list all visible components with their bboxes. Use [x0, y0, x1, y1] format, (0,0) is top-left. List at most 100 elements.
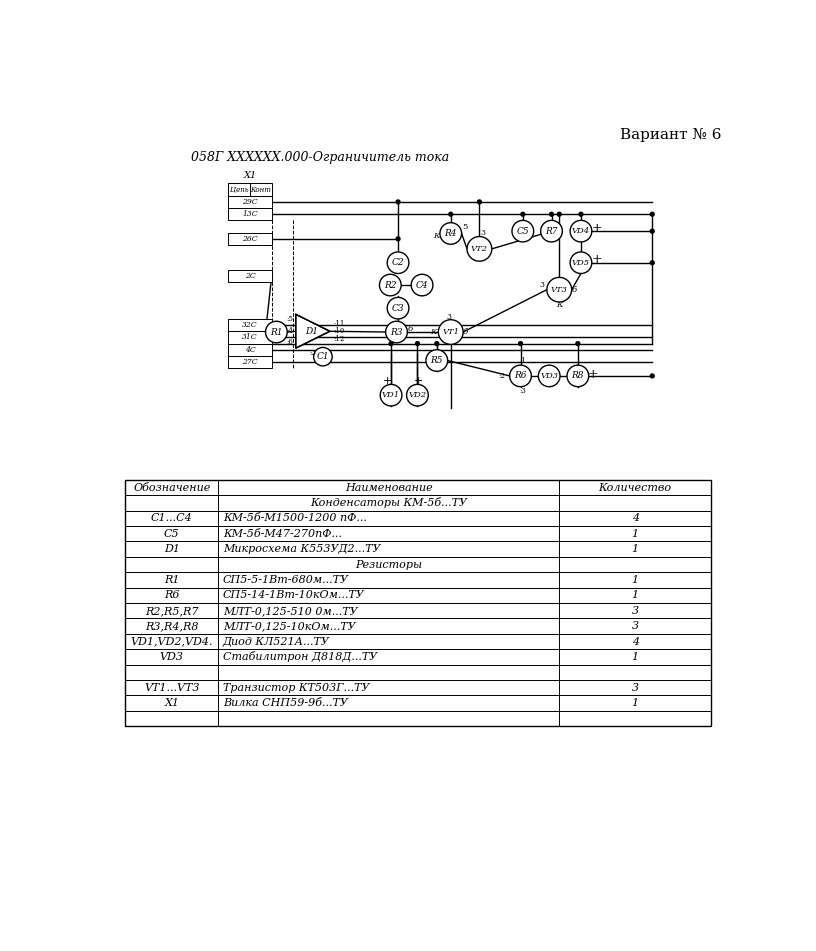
- Bar: [228, 184, 250, 196]
- Bar: [228, 270, 272, 282]
- Text: :2: :2: [499, 372, 505, 379]
- Text: Количество: Количество: [599, 482, 672, 493]
- Text: VD5: VD5: [572, 259, 590, 266]
- Text: С1: С1: [317, 352, 329, 361]
- Bar: [125, 588, 712, 603]
- Circle shape: [449, 212, 453, 216]
- Text: VD3: VD3: [540, 372, 558, 379]
- Text: С4: С4: [416, 281, 428, 289]
- Circle shape: [415, 341, 419, 345]
- Bar: [228, 196, 272, 208]
- Circle shape: [396, 200, 400, 204]
- Text: :4: :4: [286, 327, 293, 336]
- Text: :3: :3: [309, 349, 316, 357]
- Text: Стабилитрон Д818Д...ТУ: Стабилитрон Д818Д...ТУ: [223, 651, 377, 663]
- Text: 3: 3: [632, 683, 639, 692]
- Text: R7: R7: [545, 226, 558, 236]
- Text: +: +: [384, 376, 392, 385]
- Text: С1...С4: С1...С4: [151, 514, 193, 523]
- Text: б: б: [571, 285, 577, 294]
- Bar: [125, 480, 712, 495]
- Circle shape: [389, 341, 393, 345]
- Circle shape: [541, 221, 562, 242]
- Circle shape: [650, 229, 654, 233]
- Bar: [125, 526, 712, 541]
- Bar: [125, 573, 712, 588]
- Text: R2,R5,R7: R2,R5,R7: [145, 606, 198, 615]
- Text: МЛТ-0,125-510 0м...ТУ: МЛТ-0,125-510 0м...ТУ: [223, 606, 357, 615]
- Text: 4: 4: [632, 636, 639, 647]
- Text: R2: R2: [384, 281, 397, 289]
- Circle shape: [570, 221, 592, 242]
- Text: D1: D1: [304, 327, 317, 336]
- Circle shape: [557, 212, 561, 216]
- Circle shape: [547, 278, 572, 302]
- Text: б: б: [463, 328, 468, 336]
- Circle shape: [265, 321, 287, 342]
- Circle shape: [411, 274, 433, 296]
- Text: VT1...VT3: VT1...VT3: [144, 683, 199, 692]
- Text: КМ-5б-М1500-1200 пФ...: КМ-5б-М1500-1200 пФ...: [223, 514, 366, 523]
- Text: R3: R3: [390, 327, 403, 337]
- Text: 1: 1: [632, 591, 639, 600]
- Text: VD1: VD1: [382, 391, 400, 399]
- Text: Вилка СНП59-9б...ТУ: Вилка СНП59-9б...ТУ: [223, 698, 348, 708]
- Text: VT2: VT2: [471, 244, 488, 253]
- Text: R4: R4: [445, 229, 457, 238]
- Text: 1: 1: [632, 698, 639, 708]
- Text: СП5-14-1Вт-10кОм...ТУ: СП5-14-1Вт-10кОм...ТУ: [223, 591, 365, 600]
- Circle shape: [576, 341, 580, 345]
- Circle shape: [570, 252, 592, 274]
- Text: Конт: Конт: [251, 185, 271, 194]
- Text: 27С: 27С: [242, 359, 258, 366]
- Text: Наименование: Наименование: [345, 482, 432, 493]
- Text: VD3: VD3: [160, 652, 184, 662]
- Text: +: +: [588, 368, 598, 381]
- Text: :10: :10: [333, 327, 344, 336]
- Text: :12: :12: [333, 335, 344, 343]
- Bar: [125, 710, 712, 727]
- Circle shape: [440, 223, 462, 244]
- Text: :6: :6: [286, 338, 293, 346]
- Text: D1: D1: [164, 544, 180, 554]
- Text: 3: 3: [481, 229, 486, 238]
- Circle shape: [579, 212, 583, 216]
- Bar: [125, 541, 712, 557]
- Circle shape: [510, 365, 531, 387]
- Text: 1: 1: [632, 544, 639, 554]
- Text: VT3: VT3: [551, 285, 568, 294]
- Bar: [228, 208, 272, 221]
- Text: :3: :3: [520, 386, 526, 395]
- Text: 29С: 29С: [242, 198, 258, 206]
- Bar: [125, 650, 712, 665]
- Circle shape: [313, 347, 332, 366]
- Text: С3: С3: [392, 303, 405, 313]
- Circle shape: [386, 321, 407, 342]
- Text: Вариант № 6: Вариант № 6: [620, 128, 722, 142]
- Circle shape: [380, 384, 402, 406]
- Circle shape: [435, 341, 439, 345]
- Circle shape: [650, 212, 654, 216]
- Bar: [228, 233, 272, 245]
- Text: С2: С2: [392, 259, 405, 267]
- Text: X1: X1: [243, 171, 257, 181]
- Circle shape: [379, 274, 401, 296]
- Circle shape: [549, 212, 553, 216]
- Bar: [125, 695, 712, 710]
- Text: Цепь: Цепь: [230, 185, 248, 194]
- Text: +: +: [591, 253, 601, 266]
- Text: 13С: 13С: [242, 210, 258, 218]
- Text: 26С: 26С: [242, 235, 258, 243]
- Text: 4С: 4С: [245, 346, 255, 354]
- Text: R1: R1: [164, 575, 180, 585]
- Bar: [228, 331, 272, 343]
- Circle shape: [567, 365, 588, 387]
- Text: 32С: 32С: [242, 321, 258, 329]
- Text: :11: :11: [333, 320, 344, 327]
- Bar: [250, 184, 272, 196]
- Text: 2С: 2С: [245, 272, 255, 280]
- Circle shape: [518, 341, 522, 345]
- Circle shape: [388, 252, 409, 274]
- Text: К: К: [431, 328, 437, 336]
- Text: К: К: [556, 301, 562, 309]
